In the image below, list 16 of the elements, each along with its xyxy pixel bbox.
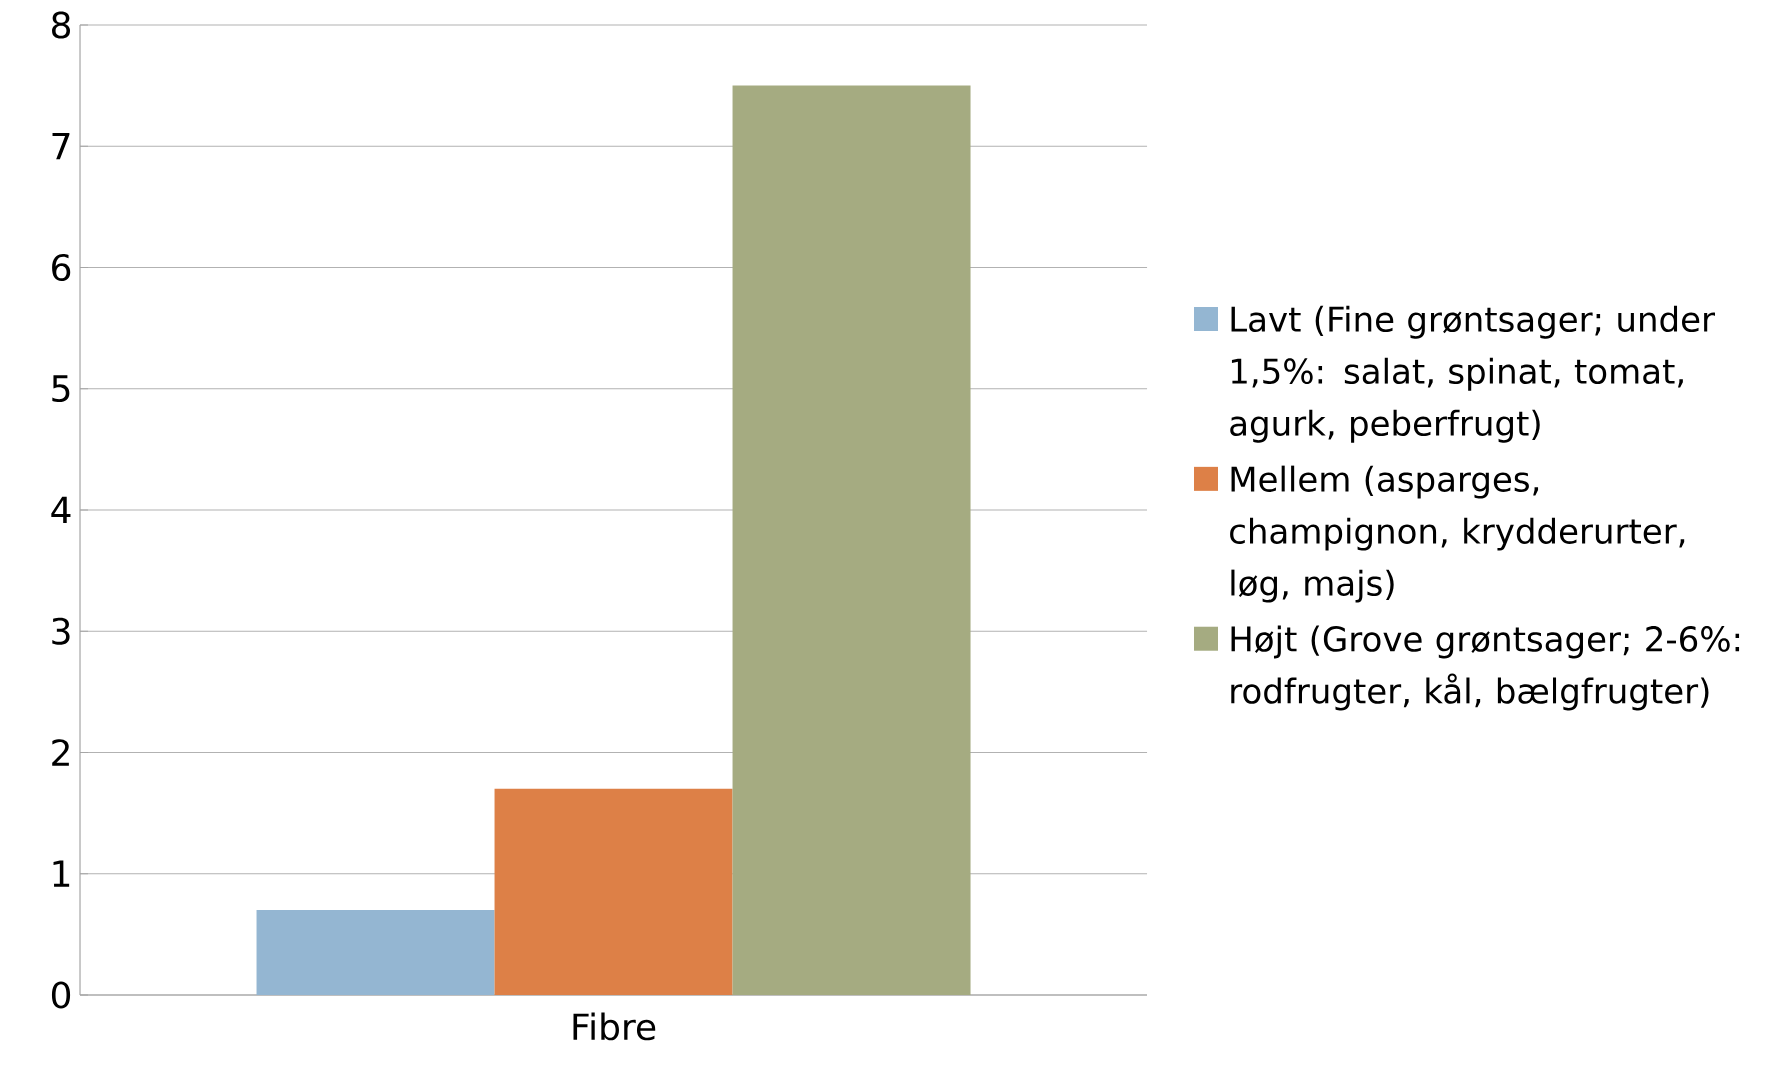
legend-label: Mellem (asparges, champignon, krydderurter, løg, majs)	[1230, 465, 1685, 603]
legend-label: Lavt (Fine grøntsager; under 1,5%: salat, spinat, tomat, agurk, peberfrugt)	[1230, 305, 1716, 443]
x-tick-label: Fibre	[573, 1012, 656, 1041]
y-tick-label: 5	[52, 375, 70, 403]
bar	[732, 85, 971, 995]
bar	[494, 788, 733, 995]
legend-label: Højt (Grove grøntsager; 2-6%: rodfrugter, kål, bælgfrugter)	[1231, 625, 1740, 711]
y-tick-label: 3	[52, 617, 70, 645]
bar	[256, 910, 495, 995]
y-tick-label: 6	[52, 253, 71, 282]
y-tick-label: 8	[52, 11, 71, 39]
y-tick-label: 7	[52, 133, 70, 160]
y-tick-label: 4	[51, 496, 71, 524]
y-tick-label: 2	[52, 739, 69, 766]
y-tick-label: 0	[51, 981, 71, 1009]
y-tick-label: 1	[53, 860, 70, 887]
